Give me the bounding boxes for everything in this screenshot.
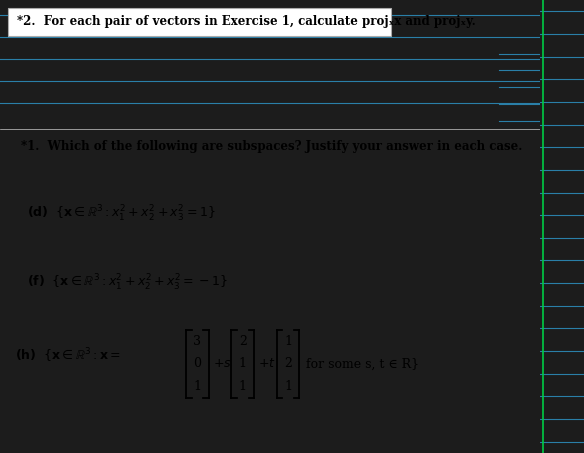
Text: 3: 3: [193, 335, 201, 348]
Text: $+s$: $+s$: [213, 357, 231, 371]
Text: for some s, t ∈ R}: for some s, t ∈ R}: [306, 357, 419, 371]
Text: $\mathbf{(f)}$  $\{\mathbf{x} \in \mathbb{R}^3 : x_1^2 + x_2^2 + x_3^2 = -1\}$: $\mathbf{(f)}$ $\{\mathbf{x} \in \mathbb…: [27, 273, 227, 294]
Text: *1.  Which of the following are subspaces? Justify your answer in each case.: *1. Which of the following are subspaces…: [20, 140, 522, 154]
FancyBboxPatch shape: [8, 8, 391, 36]
Text: 1: 1: [193, 380, 201, 393]
Text: $\mathbf{(d)}$  $\{\mathbf{x} \in \mathbb{R}^3 : x_1^2 + x_2^2 + x_3^2 = 1\}$: $\mathbf{(d)}$ $\{\mathbf{x} \in \mathbb…: [27, 203, 215, 224]
Text: 2: 2: [239, 335, 247, 348]
Text: 1: 1: [284, 335, 292, 348]
Text: *2.  For each pair of vectors in Exercise 1, calculate projₓx and projₓy.: *2. For each pair of vectors in Exercise…: [18, 15, 476, 29]
Text: 0: 0: [193, 357, 201, 371]
Text: $+t$: $+t$: [258, 357, 276, 371]
Text: 1: 1: [239, 357, 247, 371]
Text: 2: 2: [284, 357, 292, 371]
Text: 1: 1: [284, 380, 292, 393]
Text: 1: 1: [239, 380, 247, 393]
Text: $\mathbf{(h)}$  $\{\mathbf{x} \in \mathbb{R}^3 : \mathbf{x} =$: $\mathbf{(h)}$ $\{\mathbf{x} \in \mathbb…: [15, 347, 121, 365]
